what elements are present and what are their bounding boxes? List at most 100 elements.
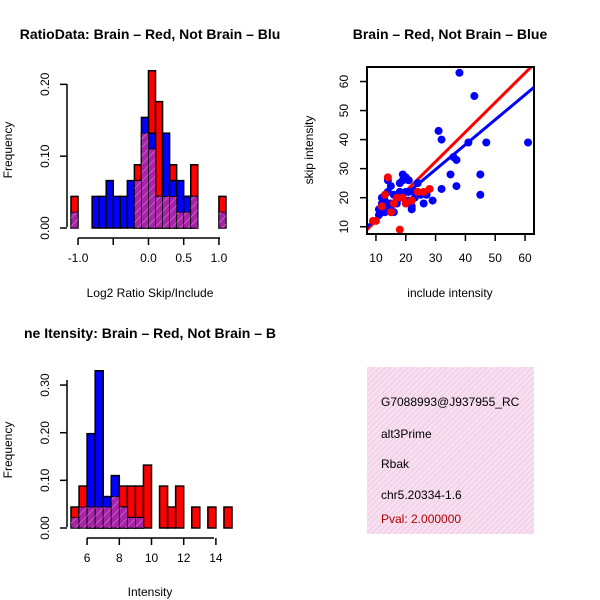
scatter-point-not-brain [524,138,533,147]
intensity-histogram-bars [70,370,233,529]
hist-bar-not-brain [112,195,122,229]
y-tick-label: 0.10 [38,144,52,168]
hist-bar-overlap-hatch [218,212,226,228]
y-tick-label: 10 [337,220,351,234]
hist-bar-not-brain [105,179,115,229]
y-tick-label: 20 [337,191,351,205]
scatter-x-ticks: 10 20 30 40 50 60 [369,234,532,265]
hist-bar-brain [142,464,153,529]
scatter-point-brain [392,193,401,202]
scatter-point-brain [401,199,410,208]
x-tick-label: 10 [145,551,159,565]
hist-bar-brain [166,506,177,529]
scatter-point-brain [386,208,395,217]
hist-bar-overlap-hatch [176,212,184,228]
scatter-point-not-brain [464,138,473,147]
hist-bar-not-brain [91,195,100,229]
scatter-point-brain [380,190,389,199]
scatter-point-not-brain [482,138,491,147]
hist-bar-overlap-hatch [135,517,144,528]
hist-bar-overlap-hatch [183,212,191,228]
scatter-point-brain [413,187,422,196]
x-tick-label: 60 [518,251,532,265]
scatter-point-not-brain [455,68,464,77]
hist-bar-overlap-hatch [162,196,170,228]
scatter-point-brain [395,225,404,234]
scatter-point-not-brain [452,155,461,164]
x-tick-label: 14 [209,551,223,565]
scatter-point-brain [425,184,434,193]
info-pval: Pval: 2.000000 [381,512,461,526]
y-tick-label: 50 [337,104,351,118]
info-event-id: G7088993@J937955_RC [381,395,520,409]
y-tick-label: 0.10 [38,468,52,492]
hist-bar-brain [207,506,217,529]
hist-bar-overlap-hatch [169,196,177,228]
scatter-point-not-brain [476,170,485,179]
scatter-point-not-brain [404,176,413,185]
scatter-point-brain [383,173,392,182]
hist-bar-overlap-hatch [141,133,149,228]
scatter-points [368,68,533,234]
scatter-y-ticks: 10 20 30 40 50 60 [337,75,367,234]
ratio-histogram-bars [70,69,227,229]
intensity-histogram-title: ne Itensity: Brain – Red, Not Brain – B [24,325,276,341]
hist-bar-overlap-hatch [148,149,156,228]
x-tick-label: 6 [84,551,91,565]
info-gene: Rbak [381,457,410,471]
hist-bar-overlap-hatch [111,496,120,528]
scatter-point-brain [419,187,428,196]
x-tick-label: 40 [459,251,473,265]
hist-bar-overlap-hatch [134,180,142,228]
y-tick-label: 0.30 [38,373,52,397]
x-tick-label: 20 [399,251,413,265]
scatter-point-brain [407,196,416,205]
hist-bar-overlap-hatch [155,196,163,228]
scatter-point-not-brain [434,126,443,135]
y-tick-label: 0.20 [38,72,52,96]
info-event-type: alt3Prime [381,427,432,441]
hist-bar-overlap-hatch [71,212,79,228]
hist-bar-not-brain [119,195,129,229]
hist-bar-brain [223,506,233,529]
x-tick-label: -1.0 [68,251,89,265]
info-panel-hatch [367,367,534,534]
hist-bar-overlap-hatch [71,517,80,528]
hist-bar-overlap-hatch [119,507,128,528]
scatter-point-not-brain [428,196,437,205]
x-tick-label: 0.5 [175,251,192,265]
scatter-point-not-brain [437,184,446,193]
x-tick-label: 1.0 [211,251,228,265]
scatter-point-brain [377,202,386,211]
scatter-frame [366,66,535,235]
intensity-y-ticks: 0.00 0.10 0.20 0.30 [38,373,67,540]
scatter-point-not-brain [419,199,428,208]
hist-bar-overlap-hatch [127,517,136,528]
ratio-histogram: RatioData: Brain – Red, Not Brain – Blu … [1,26,280,300]
hist-bar-brain [191,506,201,529]
x-tick-label: 30 [429,251,443,265]
info-location: chr5.20334-1.6 [381,488,462,502]
hist-bar-overlap-hatch [190,196,198,228]
scatter-point-brain [371,216,380,225]
y-tick-label: 0.00 [38,516,52,540]
y-tick-label: 0.20 [38,421,52,445]
ratio-x-ticks: -1.0 0.0 0.5 1.0 [68,238,228,265]
intensity-y-label: Frequency [1,422,15,479]
ratio-x-label: Log2 Ratio Skip/Include [87,286,214,300]
x-tick-label: 8 [116,551,123,565]
hist-bar-not-brain [126,179,136,229]
hist-bar-overlap-hatch [79,507,88,528]
scatter-point-not-brain [476,190,485,199]
scatter-title: Brain – Red, Not Brain – Blue [353,26,548,42]
hist-bar-overlap-hatch [87,507,96,528]
x-tick-label: 10 [369,251,383,265]
hist-bar-overlap-hatch [95,507,104,528]
scatter-point-not-brain [437,135,446,144]
x-tick-label: 0.0 [140,251,157,265]
scatter-point-not-brain [386,182,395,191]
y-tick-label: 0.00 [38,216,52,240]
y-tick-label: 40 [337,133,351,147]
scatter-point-not-brain [446,170,455,179]
